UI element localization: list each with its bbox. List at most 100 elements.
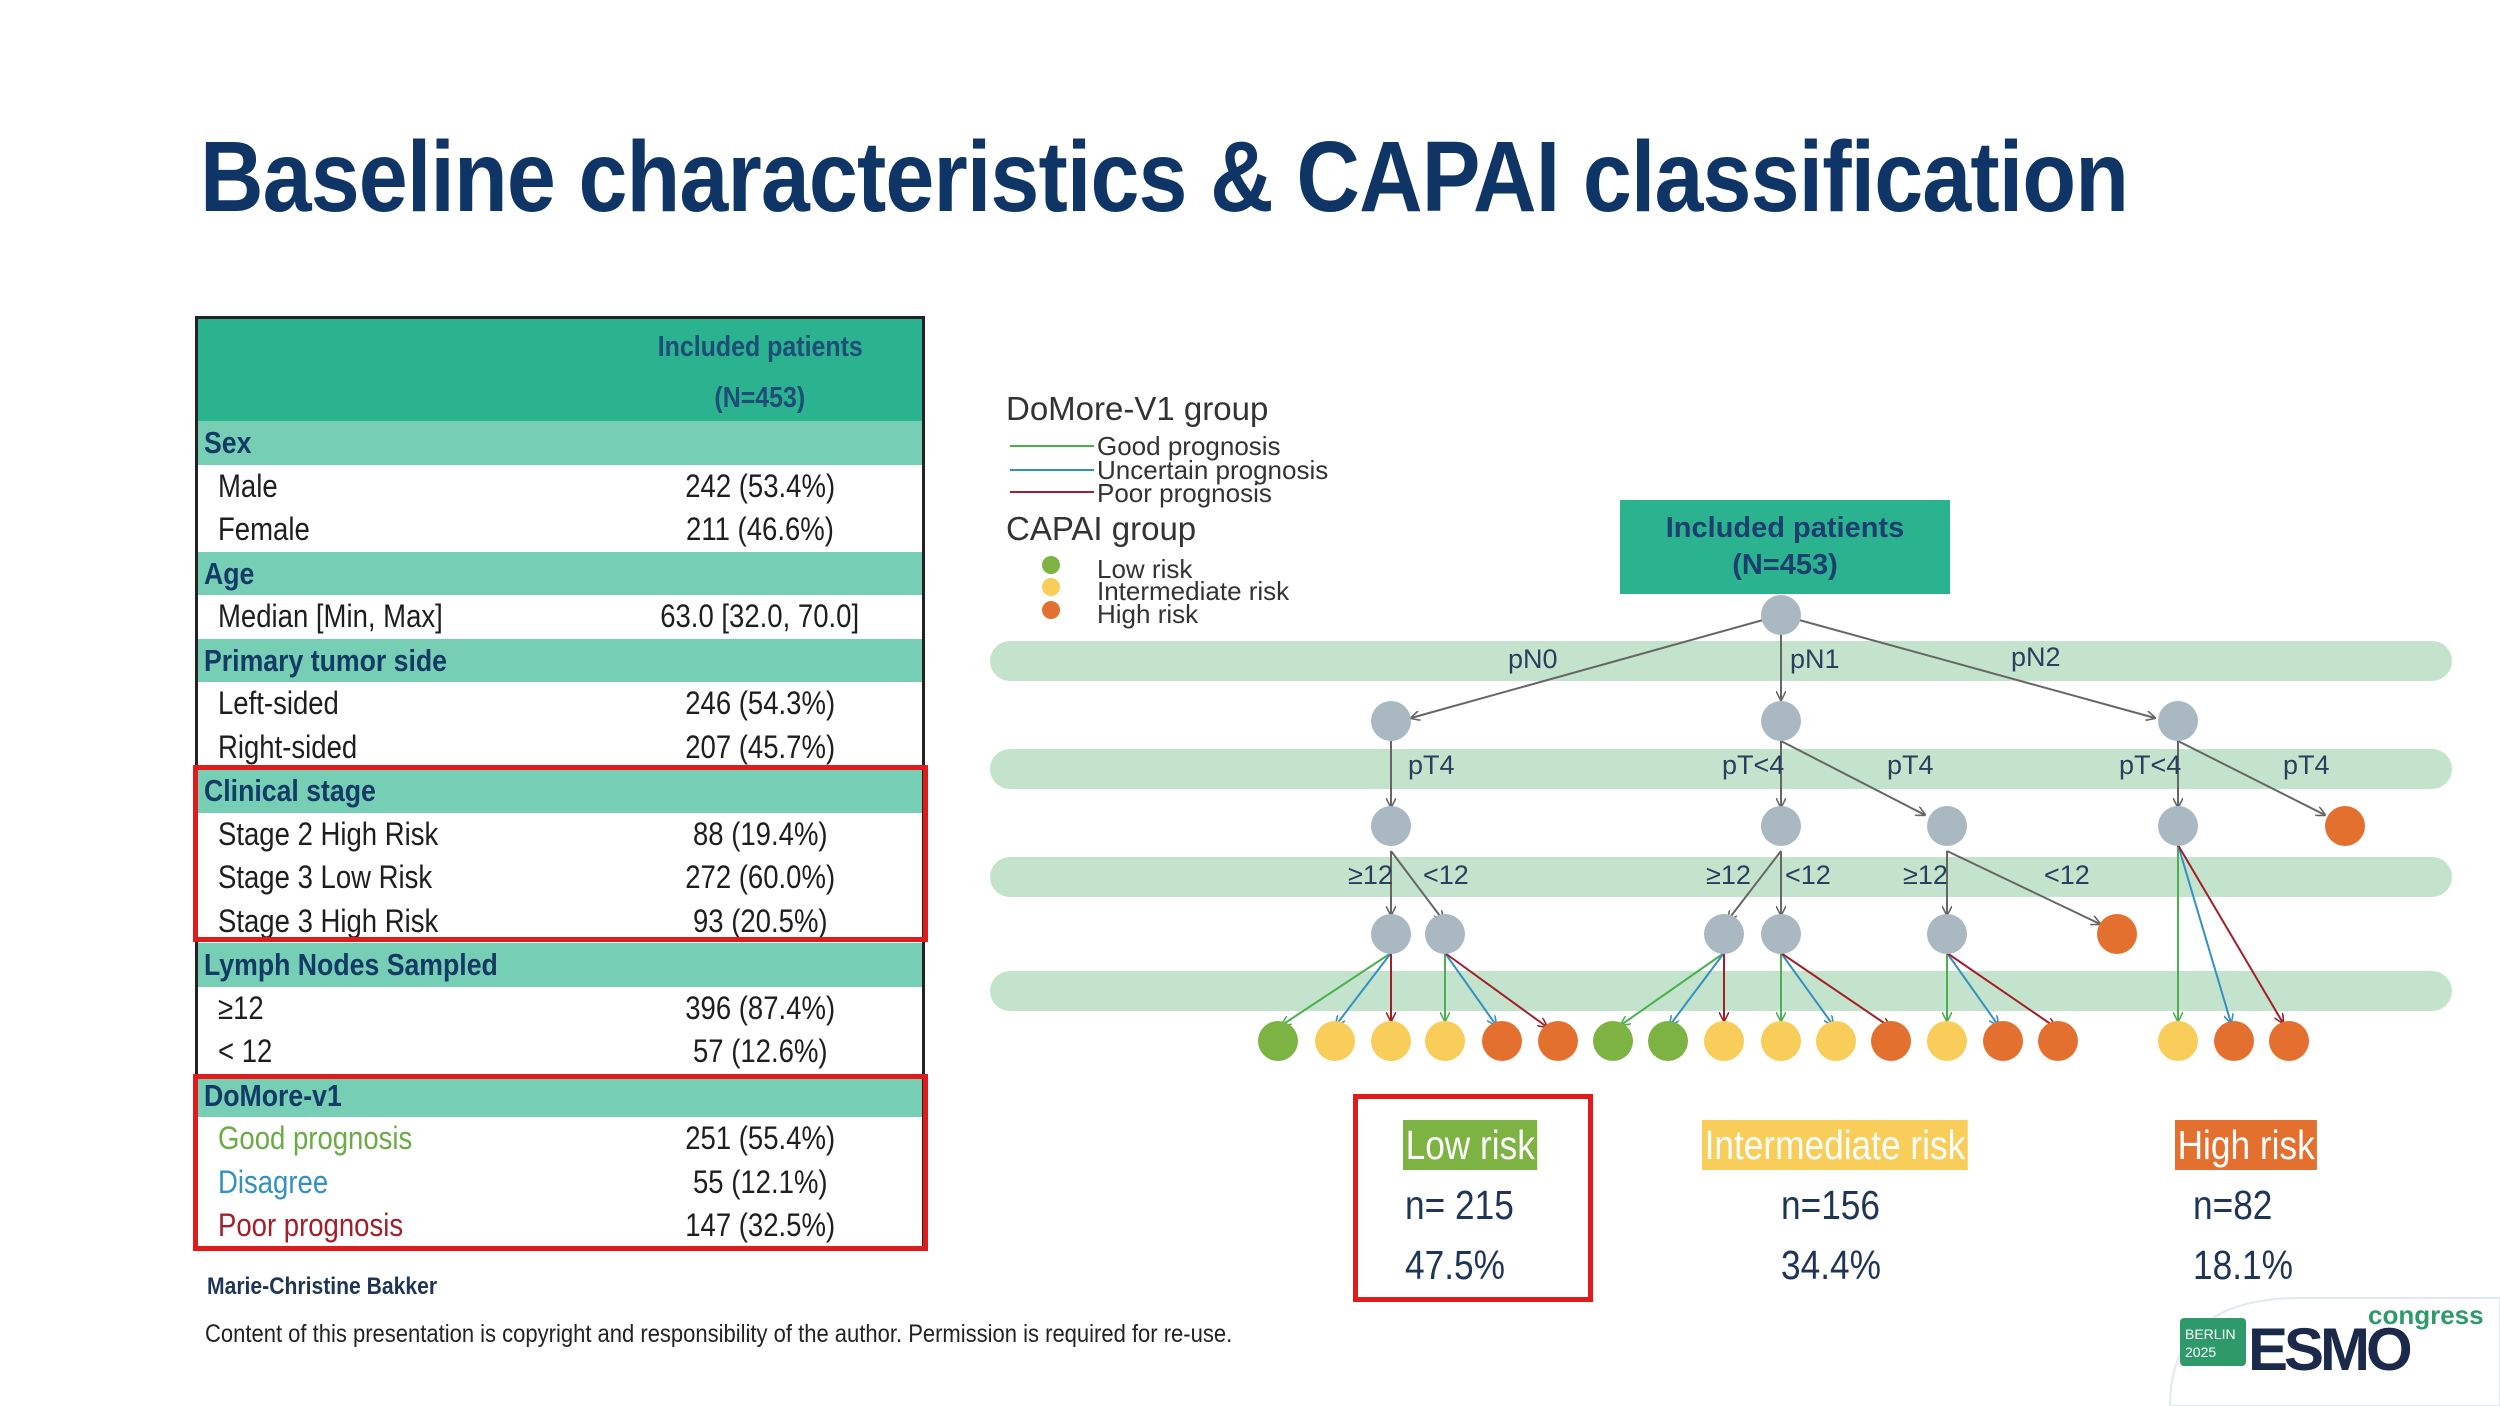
section-sex: Sex (196, 421, 924, 465)
section-label: Clinical stage (204, 773, 376, 808)
legend-good-prognosis: Good prognosis (1097, 431, 1281, 461)
low-risk-percent: 47.5% (1405, 1242, 1505, 1288)
table-row: Poor prognosis 147 (32.5%) (197, 1204, 924, 1249)
edge-uncertain (1780, 952, 1833, 1025)
high-risk-label: High risk (2175, 1120, 2318, 1170)
section-label: Primary tumor side (204, 642, 447, 678)
row-label: Male (218, 467, 278, 504)
legend-low-risk: Low risk (1097, 554, 1193, 584)
row-value: 246 (54.3%) (685, 685, 835, 721)
tree-node-pn0 (1371, 701, 1411, 741)
edge-uncertain (1336, 952, 1392, 1025)
outcome-intermediate-risk (1816, 1021, 1856, 1061)
intermediate-risk-percent: 34.4% (1781, 1242, 1881, 1288)
tree-band-level-4 (990, 971, 2452, 1011)
table-header-row: Included patients (196, 317, 924, 375)
edge-label-lt12: <12 (1785, 860, 1831, 890)
section-lymph-nodes-sampled: Lymph Nodes Sampled (196, 943, 924, 987)
logo-suffix: congress (2368, 1300, 2484, 1330)
tree-node-leaf-grey (1761, 914, 1801, 954)
table-row: Male 242 (53.4%) (197, 465, 924, 509)
tree-node-pn1-ptlt4 (1761, 806, 1801, 846)
domore-highlight (193, 1074, 928, 1251)
row-label: Disagree (218, 1163, 329, 1200)
baseline-characteristics-table: Included patients (N=453) Sex Male 242 (5… (195, 316, 925, 1251)
table-row: Left-sided 246 (54.3%) (197, 682, 924, 726)
row-label: Median [Min, Max] (218, 598, 443, 634)
table-row: Median [Min, Max] 63.0 [32.0, 70.0] (197, 595, 924, 639)
table-row: Good prognosis 251 (55.4%) (197, 1117, 924, 1161)
row-value: 57 (12.6%) (692, 1033, 828, 1069)
row-value: 63.0 [32.0, 70.0] (660, 598, 860, 634)
edge-b-pt4 (1780, 740, 1925, 815)
edge-label-pn2: pN2 (2011, 642, 2061, 672)
legend-uncertain-prognosis: Uncertain prognosis (1097, 455, 1329, 485)
legend-poor-prognosis: Poor prognosis (1097, 478, 1272, 508)
edge-poor (1444, 952, 1547, 1027)
edge-label-pt4: pT4 (2283, 750, 2330, 780)
edge-label-pn1: pN1 (1790, 644, 1840, 674)
tree-node-root (1761, 595, 1801, 635)
header-label: Included patients (657, 331, 863, 363)
outcome-high-risk (1482, 1021, 1522, 1061)
tree-node-pn1-pt4 (1927, 806, 1967, 846)
intermediate-risk-label: Intermediate risk (1702, 1120, 1968, 1170)
section-label: Sex (204, 425, 252, 460)
table-row: Stage 3 High Risk 93 (20.5%) (197, 900, 924, 944)
low-risk-label: Low risk (1403, 1120, 1538, 1170)
tree-node-pn2 (2158, 701, 2198, 741)
row-value: 55 (12.1%) (692, 1163, 828, 1200)
outcome-intermediate-risk (1761, 1021, 1801, 1061)
esmo-congress-logo: BERLIN 2025 ESMO congress (2168, 1297, 2500, 1406)
edge-label-ge12: ≥12 (1706, 860, 1751, 890)
edge-b-ge12 (1728, 850, 1782, 920)
outcome-high-risk (2269, 1021, 2309, 1061)
legend-high-risk-dot (1042, 601, 1060, 619)
edge-good (1282, 952, 1392, 1025)
row-label: ≥12 (218, 989, 264, 1026)
intermediate-risk-n: n=156 (1781, 1182, 1881, 1228)
outcome-high-risk (2214, 1021, 2254, 1061)
author-name: Marie-Christine Bakker (207, 1273, 438, 1300)
table-row: Right-sided 207 (45.7%) (197, 726, 924, 770)
edge-good (1621, 952, 1725, 1025)
section-label: Lymph Nodes Sampled (204, 947, 498, 982)
included-patients-box: Included patients (N=453) (1620, 500, 1950, 594)
section-label: DoMore-v1 (204, 1077, 342, 1113)
outcome-intermediate-risk (1315, 1021, 1355, 1061)
logo-brand: ESMO (2248, 1316, 2411, 1383)
table-header-row: (N=453) (196, 375, 924, 421)
edge-poor (1946, 952, 2055, 1027)
row-value: 93 (20.5%) (692, 902, 828, 939)
high-risk-percent: 18.1% (2193, 1242, 2293, 1288)
legend-low-risk-dot (1042, 556, 1060, 574)
edge-uncertain (1946, 952, 1998, 1025)
edge-label-ptlt4: pT<4 (2119, 750, 2181, 780)
tree-band-level-3 (990, 857, 2452, 897)
row-label: Good prognosis (218, 1120, 413, 1156)
edge-uncertain (2177, 844, 2231, 1023)
outcome-intermediate-risk (1704, 1021, 1744, 1061)
tree-node-pn0-pt4 (1371, 806, 1411, 846)
tree-band-level-1 (990, 641, 2452, 681)
row-value: 396 (87.4%) (685, 989, 835, 1026)
legend-capai-title: CAPAI group (1006, 510, 1197, 547)
legend-intermediate-risk-dot (1042, 578, 1060, 596)
tree-band-level-2 (990, 749, 2452, 789)
edge-label-pn0: pN0 (1508, 644, 1558, 674)
table-row: Disagree 55 (12.1%) (197, 1161, 924, 1205)
outcome-high-risk (1871, 1021, 1911, 1061)
outcome-intermediate-risk (2158, 1021, 2198, 1061)
low-risk-highlight (1353, 1094, 1593, 1302)
edge-label-ge12: ≥12 (1903, 860, 1948, 890)
outcome-low-risk (1258, 1021, 1298, 1061)
tree-node-high-risk (2097, 914, 2137, 954)
section-primary-tumor-side: Primary tumor side (196, 638, 924, 682)
row-label: Stage 3 Low Risk (218, 859, 433, 895)
legend-intermediate-risk: Intermediate risk (1097, 576, 1290, 606)
legend-domore-title: DoMore-V1 group (1006, 390, 1269, 427)
outcome-low-risk (1593, 1021, 1633, 1061)
edge-label-lt12: <12 (2044, 860, 2090, 890)
row-value: 251 (55.4%) (685, 1120, 835, 1156)
outcome-intermediate-risk (1371, 1021, 1411, 1061)
